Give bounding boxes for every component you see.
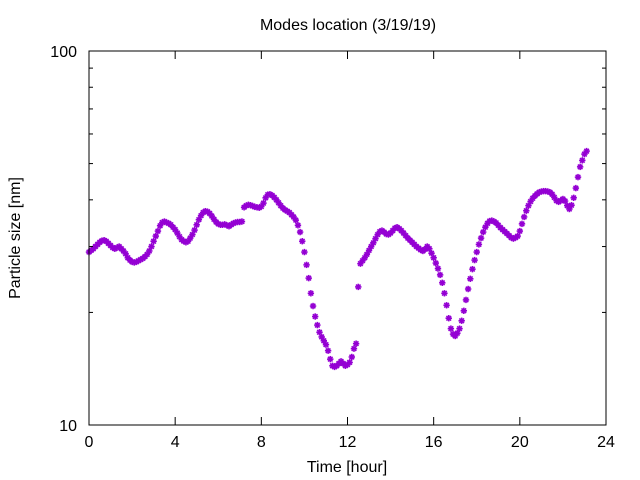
data-point [579, 157, 586, 164]
data-point [294, 222, 302, 229]
data-point [355, 283, 362, 291]
data-point [154, 227, 162, 235]
y-tick-label: 100 [50, 44, 77, 61]
x-axis-label: Time [hour] [307, 459, 387, 476]
data-point [445, 315, 452, 322]
x-tick-label: 16 [425, 434, 443, 451]
data-point [327, 355, 334, 363]
data-point [447, 325, 455, 332]
data-point [314, 321, 321, 329]
data-point [299, 238, 306, 245]
x-tick-label: 0 [85, 434, 94, 451]
data-point [324, 347, 332, 354]
data-point [292, 216, 299, 224]
data-point [307, 290, 315, 297]
x-tick-label: 4 [171, 434, 180, 451]
data-point [309, 302, 317, 310]
data-point [348, 353, 356, 361]
plot-frame [88, 50, 607, 426]
data-point [148, 243, 155, 250]
data-point [311, 313, 319, 320]
data-point [480, 228, 487, 236]
data-point [523, 207, 530, 214]
data-point [352, 340, 360, 347]
y-tick-label: 10 [59, 418, 77, 435]
data-point [570, 194, 577, 202]
data-point [462, 296, 470, 304]
data-point [441, 290, 448, 297]
data-point [260, 199, 267, 207]
data-point [439, 279, 446, 287]
data-point [574, 173, 582, 181]
data-point [477, 234, 485, 242]
x-tick-label: 20 [511, 434, 529, 451]
data-point [520, 213, 528, 221]
data-point [303, 261, 310, 269]
data-point [467, 275, 474, 282]
data-point [518, 220, 526, 228]
data-points [85, 147, 590, 371]
axis-ticks: 0 4 8 12 16 20 24 10 100 [50, 44, 615, 451]
data-point [471, 256, 478, 264]
data-point [458, 317, 465, 324]
data-point [434, 265, 442, 272]
data-point [576, 163, 584, 171]
data-point [473, 248, 480, 256]
data-point [150, 238, 157, 245]
data-point [469, 265, 476, 273]
data-point [350, 345, 358, 352]
x-tick-label: 12 [339, 434, 357, 451]
data-point [296, 228, 304, 236]
data-point [456, 325, 463, 332]
y-axis-label: Particle size [nm] [7, 177, 24, 299]
data-point [460, 307, 468, 314]
data-point [238, 218, 246, 225]
x-tick-label: 8 [257, 434, 266, 451]
data-point [193, 221, 200, 228]
x-tick-label: 24 [597, 434, 615, 451]
data-point [475, 241, 483, 248]
data-point [430, 254, 437, 261]
data-point [464, 285, 472, 293]
data-point [152, 232, 159, 240]
data-point [346, 359, 353, 366]
chart-title: Modes location (3/19/19) [260, 17, 436, 34]
data-point [305, 274, 312, 282]
data-point [191, 226, 198, 234]
data-point [568, 201, 575, 209]
data-point [432, 259, 440, 267]
data-point [583, 147, 590, 155]
data-point [581, 150, 588, 158]
data-point [258, 203, 265, 210]
data-point [322, 341, 330, 348]
data-point [514, 232, 521, 240]
data-point [301, 248, 308, 256]
data-point [436, 271, 444, 279]
data-point [516, 227, 524, 235]
data-point [572, 184, 580, 192]
data-point [443, 302, 450, 309]
